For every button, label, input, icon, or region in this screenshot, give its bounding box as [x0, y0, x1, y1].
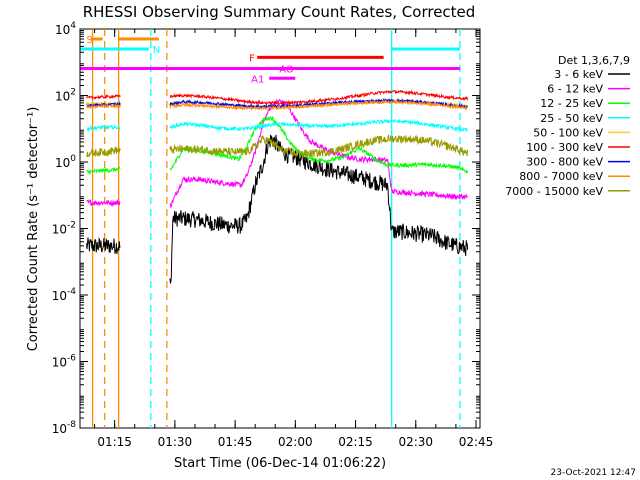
legend-entry-label: 6 - 12 keV: [547, 83, 603, 96]
x-tick-label: 01:30: [158, 435, 193, 449]
series-line: [86, 98, 469, 209]
legend-entry-label: 3 - 6 keV: [554, 68, 603, 81]
series-line: [86, 133, 469, 159]
legend-entry-label: 800 - 7000 keV: [519, 170, 603, 183]
series-line: [86, 115, 469, 175]
y-tick-label: 10-8: [52, 420, 77, 436]
y-tick-label: 104: [55, 21, 76, 37]
legend-entry-label: 12 - 25 keV: [540, 97, 603, 110]
state-bar-label: N: [153, 45, 160, 56]
legend-entry-label: 7000 - 15000 keV: [505, 185, 603, 198]
y-tick-label: 10-6: [52, 354, 77, 370]
x-axis-label: Start Time (06-Dec-14 01:06:22): [174, 456, 386, 471]
x-tick-label: 02:45: [459, 435, 494, 449]
x-tick-label: 02:30: [398, 435, 433, 449]
x-tick-label: 02:00: [278, 435, 313, 449]
state-bar-label: F: [249, 53, 255, 64]
state-bar-label: A1: [251, 74, 264, 85]
y-tick-label: 10-4: [52, 287, 77, 303]
chart-title: RHESSI Observing Summary Count Rates, Co…: [83, 3, 476, 21]
series-line: [86, 89, 469, 106]
x-tick-label: 02:15: [338, 435, 373, 449]
series-line: [86, 99, 468, 112]
series-line: [86, 134, 469, 285]
state-bar-label: AO: [279, 64, 294, 75]
legend-entry-label: 300 - 800 keV: [526, 156, 603, 169]
x-tick-label: 01:45: [218, 435, 253, 449]
legend-entry-label: 100 - 300 keV: [526, 141, 603, 154]
plot-area: 104 102 100 10-2 10-4 10-6 10-8 01:15 01:30 01:45…: [52, 21, 494, 449]
y-tick-label: 102: [55, 88, 76, 104]
footer-timestamp: 23-Oct-2021 12:47: [551, 468, 636, 478]
legend-entry-label: 25 - 50 keV: [540, 112, 603, 125]
legend-entry-label: 50 - 100 keV: [533, 126, 603, 139]
y-axis-label: Corrected Count Rate (s⁻¹ detector⁻¹): [26, 107, 41, 352]
y-tick-label: 10-2: [52, 221, 76, 237]
series-line: [86, 118, 468, 133]
y-tick-label: 100: [55, 154, 76, 170]
x-tick-label: 01:15: [97, 435, 132, 449]
state-bar-label: S: [87, 35, 93, 46]
legend-title: Det 1,3,6,7,9: [558, 54, 630, 67]
